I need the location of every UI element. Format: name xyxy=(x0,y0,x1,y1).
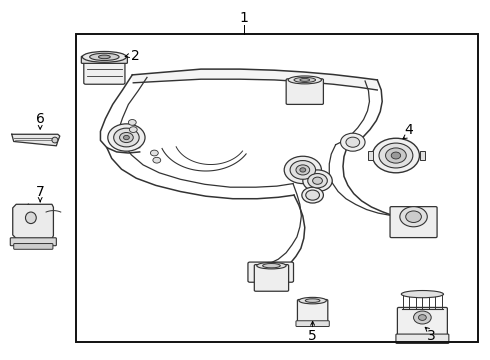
Circle shape xyxy=(302,187,323,203)
Bar xyxy=(368,151,373,160)
Circle shape xyxy=(308,174,327,188)
FancyBboxPatch shape xyxy=(14,243,53,249)
Circle shape xyxy=(391,152,401,159)
Circle shape xyxy=(379,143,413,168)
Ellipse shape xyxy=(305,299,320,302)
Circle shape xyxy=(303,170,332,192)
Circle shape xyxy=(406,211,421,222)
Circle shape xyxy=(290,161,316,179)
Circle shape xyxy=(150,150,158,156)
Circle shape xyxy=(296,165,310,175)
Polygon shape xyxy=(13,204,53,238)
FancyBboxPatch shape xyxy=(396,334,449,343)
Text: 5: 5 xyxy=(308,329,317,342)
Circle shape xyxy=(123,135,129,140)
FancyBboxPatch shape xyxy=(248,262,294,282)
Text: 1: 1 xyxy=(240,11,248,25)
Ellipse shape xyxy=(300,78,310,81)
FancyBboxPatch shape xyxy=(10,238,56,246)
Ellipse shape xyxy=(98,55,110,59)
FancyBboxPatch shape xyxy=(297,300,328,323)
Circle shape xyxy=(400,207,427,227)
FancyBboxPatch shape xyxy=(254,265,289,291)
Ellipse shape xyxy=(82,51,126,62)
Ellipse shape xyxy=(294,77,316,82)
Polygon shape xyxy=(12,134,60,146)
Circle shape xyxy=(414,311,431,324)
Circle shape xyxy=(114,128,139,147)
FancyBboxPatch shape xyxy=(296,321,329,327)
Circle shape xyxy=(120,132,133,143)
Ellipse shape xyxy=(257,262,286,269)
Text: 6: 6 xyxy=(36,112,45,126)
Circle shape xyxy=(306,190,319,200)
Text: 7: 7 xyxy=(36,185,45,198)
Circle shape xyxy=(386,148,406,163)
Text: 2: 2 xyxy=(131,49,140,63)
Circle shape xyxy=(300,168,306,172)
FancyBboxPatch shape xyxy=(84,57,125,84)
Ellipse shape xyxy=(401,291,443,298)
Circle shape xyxy=(341,133,365,151)
Circle shape xyxy=(153,157,161,163)
Ellipse shape xyxy=(299,297,326,304)
Ellipse shape xyxy=(263,264,280,268)
Ellipse shape xyxy=(288,76,321,84)
Ellipse shape xyxy=(90,53,119,60)
Circle shape xyxy=(372,138,419,173)
Ellipse shape xyxy=(25,212,36,224)
Circle shape xyxy=(108,124,145,151)
Ellipse shape xyxy=(52,137,58,143)
Bar xyxy=(76,34,478,342)
Circle shape xyxy=(129,127,137,132)
Circle shape xyxy=(346,137,360,147)
Circle shape xyxy=(313,177,322,184)
Polygon shape xyxy=(132,69,377,90)
FancyBboxPatch shape xyxy=(286,79,323,104)
Text: 3: 3 xyxy=(427,329,436,342)
Circle shape xyxy=(284,156,321,184)
Text: 4: 4 xyxy=(405,123,414,137)
Circle shape xyxy=(128,120,136,125)
Circle shape xyxy=(418,315,426,320)
Bar xyxy=(420,151,425,160)
FancyBboxPatch shape xyxy=(390,207,437,238)
FancyBboxPatch shape xyxy=(81,56,127,63)
FancyBboxPatch shape xyxy=(397,307,447,337)
